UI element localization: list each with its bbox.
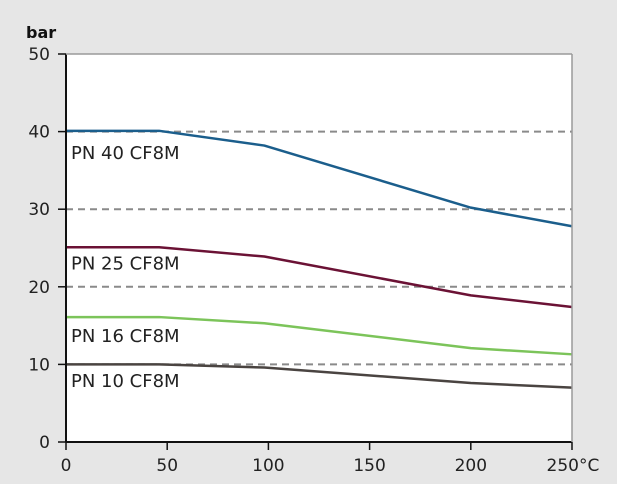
x-axis-unit-label: °C [579, 456, 599, 476]
series-lines [66, 129, 573, 389]
series-label-2: PN 25 CF8M [71, 254, 180, 275]
y-tick-label-20: 20 [28, 278, 50, 298]
y-axis-unit-label: bar [26, 23, 56, 42]
y-tick-label-0: 0 [39, 433, 50, 453]
series-label-1: PN 40 CF8M [71, 143, 180, 164]
series-line-4 [66, 363, 573, 389]
axes [65, 53, 573, 443]
series-label-4: PN 10 CF8M [71, 371, 180, 392]
x-tick-label-200: 200 [455, 456, 487, 476]
y-tick-label-30: 30 [28, 200, 50, 220]
x-tick-label-250: 250 [547, 456, 579, 476]
x-axis-ticks: 0 50 100 150 200 250 °C [61, 442, 599, 476]
x-tick-label-150: 150 [353, 456, 385, 476]
series-labels: PN 40 CF8M PN 25 CF8M PN 16 CF8M PN 10 CF8M [71, 143, 180, 392]
series-line-3 [66, 315, 573, 356]
x-tick-label-100: 100 [252, 456, 284, 476]
x-tick-label-0: 0 [61, 456, 72, 476]
series-line-2 [66, 245, 573, 309]
series-line-1 [66, 129, 573, 228]
y-axis-ticks: 0 10 20 30 40 50 [28, 45, 66, 453]
x-tick-label-50: 50 [156, 456, 178, 476]
y-tick-label-40: 40 [28, 123, 50, 143]
series-label-3: PN 16 CF8M [71, 326, 180, 347]
y-tick-label-50: 50 [28, 45, 50, 65]
y-tick-label-10: 10 [28, 355, 50, 375]
